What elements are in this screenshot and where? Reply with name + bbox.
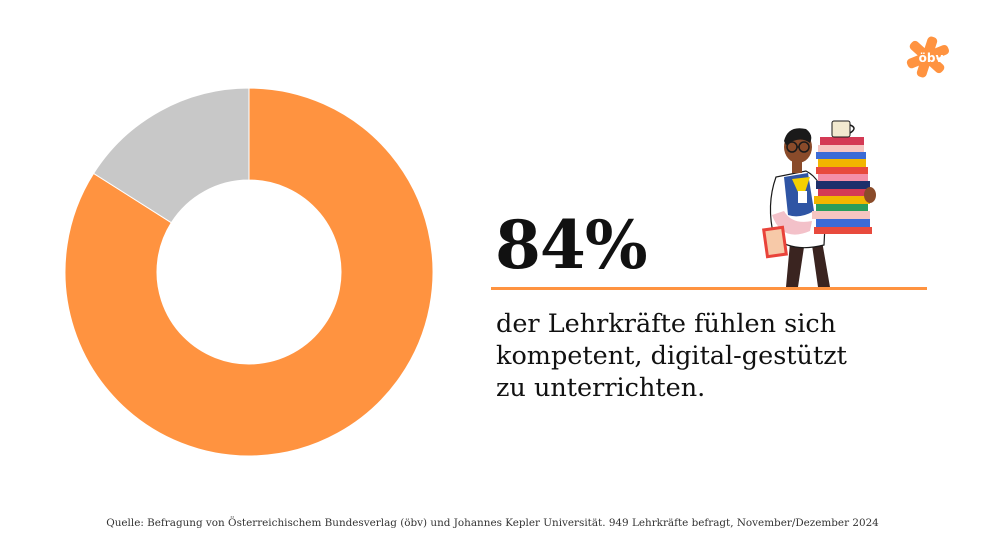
divider-line: [491, 287, 927, 290]
caption-line-1: der Lehrkräfte fühlen sich: [496, 309, 837, 339]
donut-slice-1: [64, 87, 434, 457]
teacher-with-books-illustration: [762, 120, 876, 287]
source-note: Quelle: Befragung von Österreichischem B…: [106, 517, 879, 529]
headline-percentage: 84%: [495, 206, 648, 284]
headline-caption: der Lehrkräfte fühlen sich kompetent, di…: [496, 308, 916, 404]
caption-line-3: zu unterrichten.: [496, 373, 706, 403]
logo-text: öbv: [919, 51, 944, 65]
obv-logo: öbv: [906, 36, 949, 78]
caption-line-2: kompetent, digital-gestützt: [496, 341, 847, 371]
donut-slice-2: [92, 87, 250, 224]
donut-chart: [64, 87, 434, 457]
